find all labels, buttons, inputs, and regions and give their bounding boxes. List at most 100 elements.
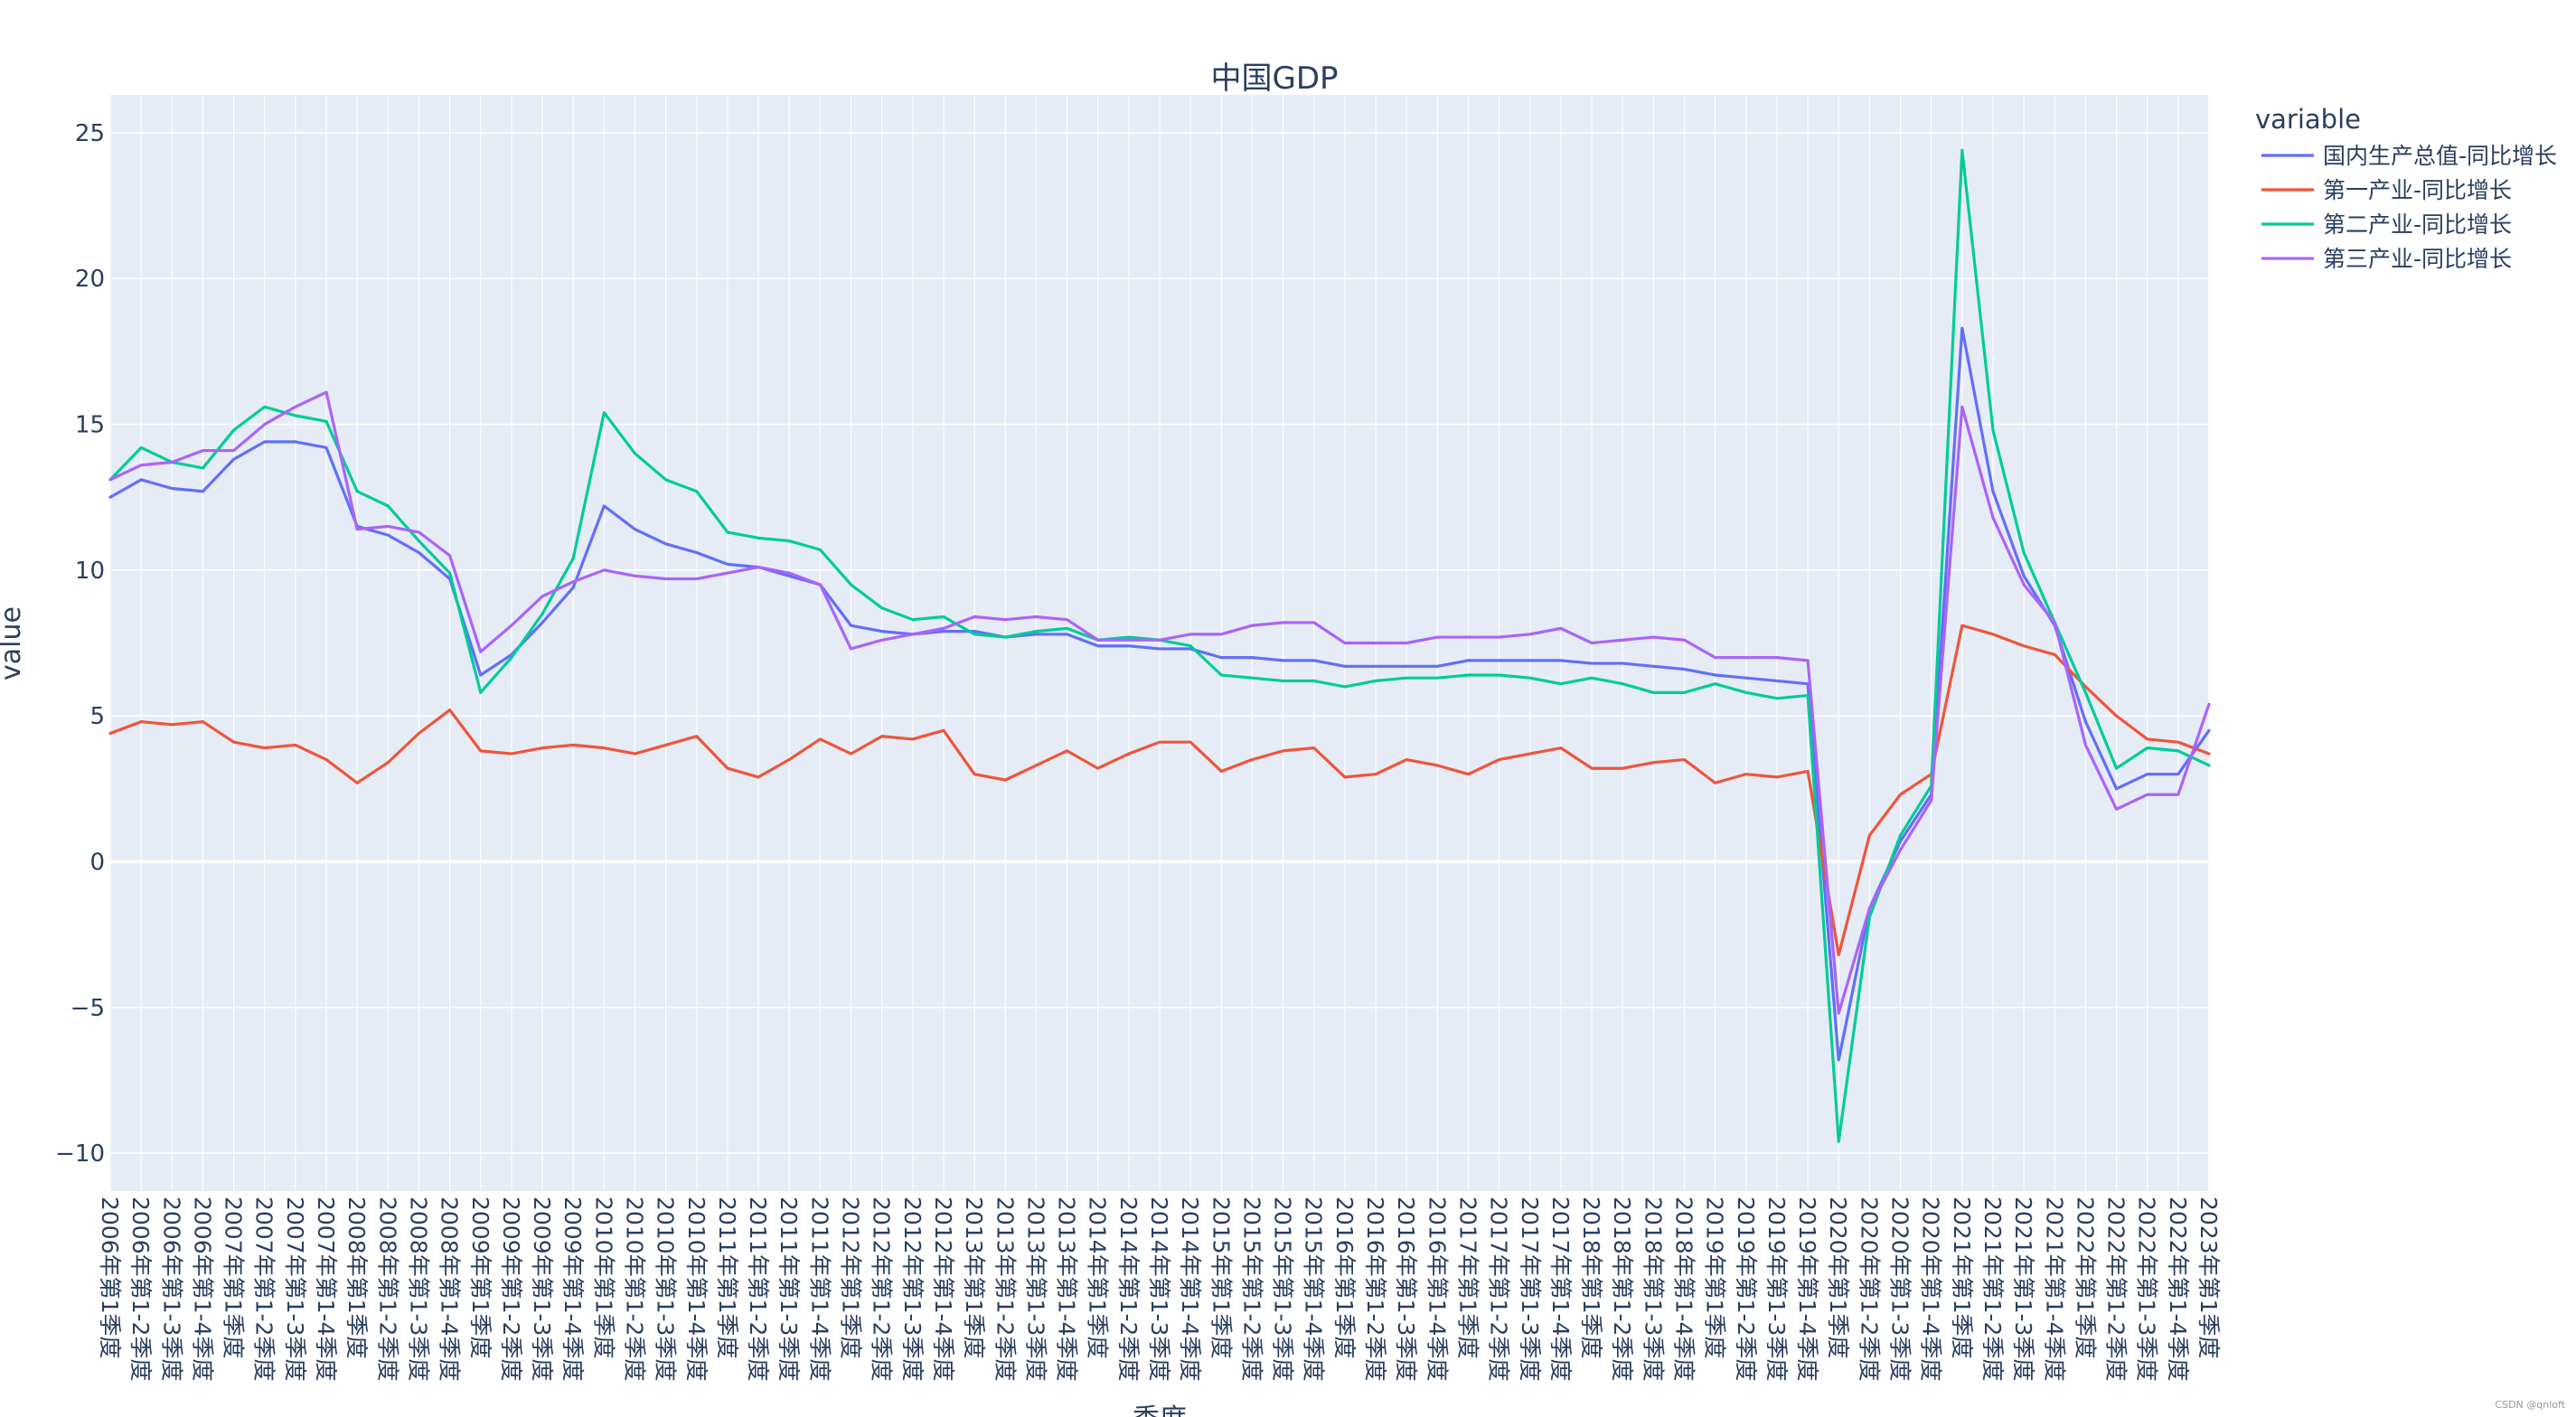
x-tick-label: 2006年第1-3季度 xyxy=(158,1196,184,1381)
x-tick-label: 2016年第1-3季度 xyxy=(1393,1196,1419,1381)
x-tick-label: 2014年第1-3季度 xyxy=(1146,1196,1172,1381)
x-tick-label: 2010年第1季度 xyxy=(590,1196,616,1359)
y-tick-label: 5 xyxy=(89,703,105,730)
x-tick-label: 2017年第1季度 xyxy=(1454,1196,1481,1359)
x-tick-label: 2011年第1-2季度 xyxy=(745,1196,771,1381)
x-tick-label: 2020年第1季度 xyxy=(1825,1196,1851,1359)
x-tick-label: 2017年第1-2季度 xyxy=(1486,1196,1512,1381)
x-tick-label: 2020年第1-4季度 xyxy=(1918,1196,1944,1381)
x-tick-label: 2016年第1-2季度 xyxy=(1362,1196,1388,1381)
legend: variable 国内生产总值-同比增长第一产业-同比增长第二产业-同比增长第三… xyxy=(2255,104,2557,272)
x-tick-label: 2010年第1-4季度 xyxy=(683,1196,710,1381)
x-tick-label: 2011年第1-4季度 xyxy=(806,1196,832,1381)
x-tick-label: 2014年第1季度 xyxy=(1085,1196,1111,1359)
series-line xyxy=(108,390,2211,1015)
x-tick-label: 2013年第1季度 xyxy=(961,1196,987,1359)
x-tick-label: 2007年第1-3季度 xyxy=(282,1196,308,1381)
x-tick-label: 2006年第1-2季度 xyxy=(127,1196,154,1381)
legend-label: 第二产业-同比增长 xyxy=(2323,211,2512,238)
y-tick-label: 15 xyxy=(75,412,105,439)
x-tick-label: 2009年第1-2季度 xyxy=(498,1196,524,1381)
x-tick-label: 2015年第1季度 xyxy=(1208,1196,1234,1359)
x-tick-label: 2009年第1-4季度 xyxy=(559,1196,586,1381)
x-tick-label: 2012年第1季度 xyxy=(838,1196,864,1359)
legend-item[interactable]: 第三产业-同比增长 xyxy=(2261,246,2512,272)
x-tick-label: 2012年第1-2季度 xyxy=(869,1196,895,1381)
x-tick-label: 2018年第1-3季度 xyxy=(1640,1196,1666,1381)
y-tick-label: −10 xyxy=(55,1140,105,1168)
legend-label: 国内生产总值-同比增长 xyxy=(2323,143,2557,169)
x-tick-label: 2014年第1-2季度 xyxy=(1115,1196,1142,1381)
x-tick-label: 2018年第1-4季度 xyxy=(1671,1196,1697,1381)
series-line xyxy=(108,624,2211,957)
x-tick-label: 2019年第1-4季度 xyxy=(1794,1196,1820,1381)
y-tick-label: 25 xyxy=(75,120,105,147)
x-tick-label: 2012年第1-3季度 xyxy=(899,1196,926,1381)
x-tick-label: 2019年第1季度 xyxy=(1702,1196,1728,1359)
x-tick-label: 2018年第1-2季度 xyxy=(1609,1196,1635,1381)
x-tick-label: 2010年第1-2季度 xyxy=(622,1196,648,1381)
x-tick-label: 2019年第1-2季度 xyxy=(1733,1196,1759,1381)
series-lines xyxy=(108,148,2211,1143)
x-tick-label: 2015年第1-2季度 xyxy=(1238,1196,1264,1381)
legend-item[interactable]: 第二产业-同比增长 xyxy=(2261,211,2512,238)
y-axis-ticks: −10 −5 0 5 10 15 20 25 xyxy=(55,120,105,1168)
x-tick-label: 2022年第1-2季度 xyxy=(2103,1196,2129,1381)
x-tick-label: 2022年第1季度 xyxy=(2072,1196,2098,1359)
x-tick-label: 2022年第1-4季度 xyxy=(2165,1196,2191,1381)
x-tick-label: 2013年第1-2季度 xyxy=(992,1196,1018,1381)
x-tick-label: 2009年第1季度 xyxy=(467,1196,494,1359)
x-tick-label: 2016年第1季度 xyxy=(1331,1196,1358,1359)
chart-title: 中国GDP xyxy=(1210,61,1338,97)
legend-label: 第三产业-同比增长 xyxy=(2323,246,2512,272)
x-tick-label: 2018年第1季度 xyxy=(1578,1196,1604,1359)
x-tick-label: 2013年第1-3季度 xyxy=(1022,1196,1048,1381)
x-gridlines xyxy=(109,95,2210,1191)
y-tick-label: 10 xyxy=(75,558,105,585)
x-tick-label: 2007年第1-4季度 xyxy=(313,1196,339,1381)
y-gridlines xyxy=(110,132,2209,1154)
x-tick-label: 2020年第1-3季度 xyxy=(1887,1196,1913,1381)
x-tick-label: 2022年第1-3季度 xyxy=(2134,1196,2160,1381)
x-tick-label: 2007年第1-2季度 xyxy=(251,1196,277,1381)
x-tick-label: 2009年第1-3季度 xyxy=(529,1196,555,1381)
x-tick-label: 2021年第1-2季度 xyxy=(1979,1196,2006,1381)
x-tick-label: 2021年第1-4季度 xyxy=(2041,1196,2067,1381)
x-tick-label: 2021年第1季度 xyxy=(1949,1196,1975,1359)
x-tick-label: 2020年第1-2季度 xyxy=(1856,1196,1882,1381)
x-tick-label: 2008年第1-2季度 xyxy=(374,1196,400,1381)
x-tick-label: 2017年第1-3季度 xyxy=(1517,1196,1543,1381)
x-axis-ticks: 2006年第1季度 2006年第1-2季度 2006年第1-3季度 2006年第1-4… xyxy=(97,1196,2222,1381)
x-tick-label: 2014年第1-4季度 xyxy=(1177,1196,1203,1381)
legend-label: 第一产业-同比增长 xyxy=(2323,177,2512,203)
x-tick-label: 2011年第1季度 xyxy=(714,1196,740,1359)
x-tick-label: 2017年第1-4季度 xyxy=(1547,1196,1574,1381)
x-tick-label: 2007年第1季度 xyxy=(221,1196,247,1359)
legend-title: variable xyxy=(2255,104,2361,135)
x-tick-label: 2006年第1季度 xyxy=(97,1196,123,1359)
x-tick-label: 2010年第1-3季度 xyxy=(653,1196,679,1381)
x-tick-label: 2021年第1-3季度 xyxy=(2010,1196,2036,1381)
y-tick-label: 20 xyxy=(75,266,105,293)
legend-item[interactable]: 第一产业-同比增长 xyxy=(2261,177,2512,203)
y-tick-label: 0 xyxy=(89,849,105,876)
y-tick-label: −5 xyxy=(71,995,105,1022)
x-tick-label: 2015年第1-4季度 xyxy=(1301,1196,1327,1381)
x-tick-label: 2012年第1-4季度 xyxy=(930,1196,956,1381)
x-tick-label: 2023年第1季度 xyxy=(2195,1196,2222,1359)
x-tick-label: 2016年第1-4季度 xyxy=(1424,1196,1450,1381)
x-tick-label: 2008年第1-3季度 xyxy=(405,1196,431,1381)
watermark-text: CSDN @qnloft xyxy=(2495,1399,2565,1411)
legend-item[interactable]: 国内生产总值-同比增长 xyxy=(2261,143,2557,169)
x-tick-label: 2008年第1季度 xyxy=(343,1196,370,1359)
x-tick-label: 2013年第1-4季度 xyxy=(1054,1196,1080,1381)
x-tick-label: 2008年第1-4季度 xyxy=(437,1196,463,1381)
x-tick-label: 2019年第1-3季度 xyxy=(1763,1196,1790,1381)
y-axis-title: value xyxy=(0,606,27,680)
x-tick-label: 2015年第1-3季度 xyxy=(1270,1196,1296,1381)
x-axis-title: 季度 xyxy=(1133,1403,1187,1417)
x-tick-label: 2006年第1-4季度 xyxy=(189,1196,215,1381)
x-tick-label: 2011年第1-3季度 xyxy=(776,1196,802,1381)
